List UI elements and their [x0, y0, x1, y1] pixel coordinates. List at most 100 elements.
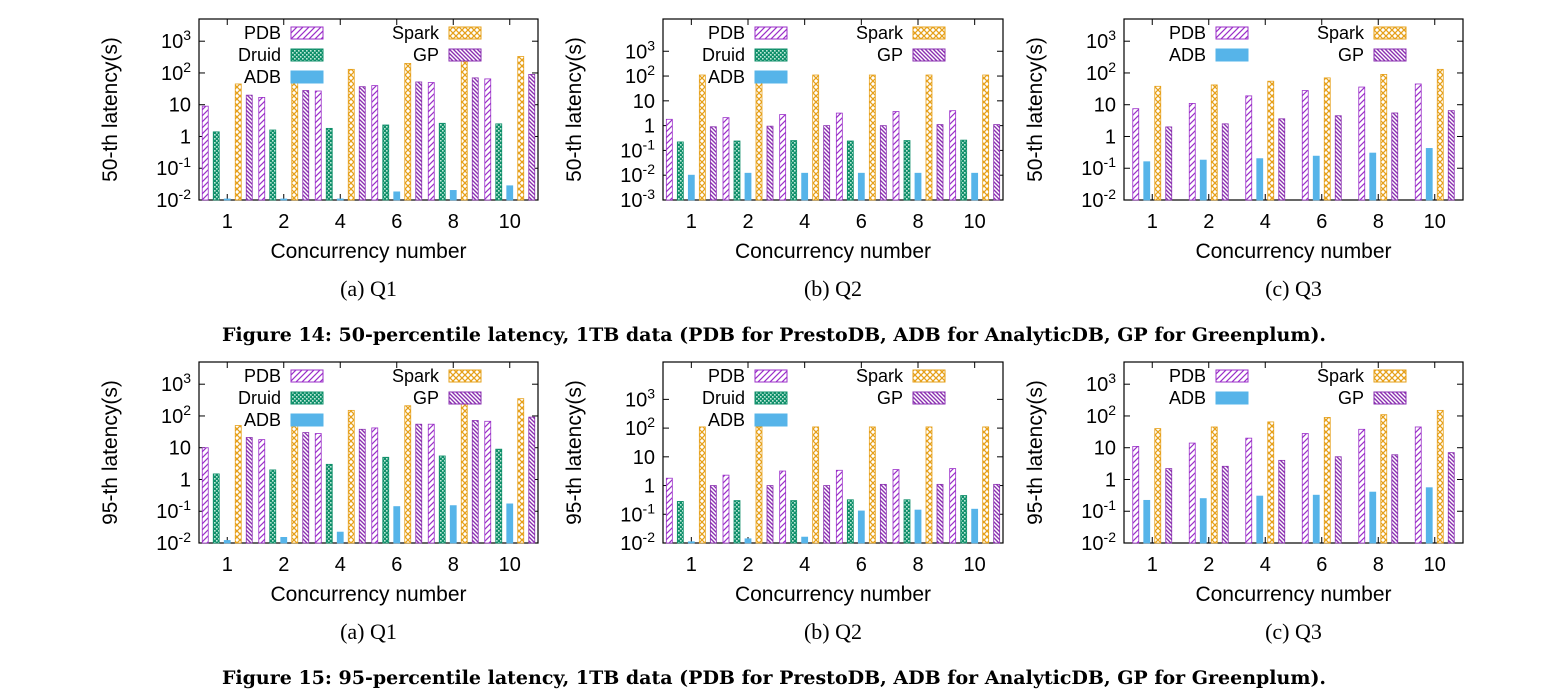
plot-frame	[1123, 18, 1464, 201]
figure-15-caption: Figure 15: 95-percentile latency, 1TB da…	[222, 667, 1326, 689]
bar-pdb	[371, 85, 379, 201]
bar-pdb	[665, 477, 673, 544]
bar-gp	[993, 483, 1001, 544]
legend-swatch-spark	[1373, 369, 1407, 383]
bar-druid	[846, 140, 854, 201]
bar-adb	[744, 172, 752, 201]
x-tick-label: 1	[1147, 211, 1158, 233]
y-tick-label: 10	[1094, 438, 1116, 460]
bar-spark	[517, 56, 525, 201]
x-axis-title: Concurrency number	[1195, 583, 1391, 606]
plot-frame	[198, 361, 539, 544]
legend-label-gp: GP	[1338, 45, 1364, 65]
y-tick-label: 103	[161, 27, 191, 53]
bar-druid	[382, 124, 390, 201]
legend-swatch-pdb	[290, 369, 324, 383]
y-tick-label: 1	[1105, 469, 1116, 491]
y-tick-label: 10-3	[620, 186, 655, 212]
bar-adb	[336, 531, 344, 544]
legend-label-druid: Druid	[702, 388, 745, 408]
bar-adb	[280, 198, 288, 201]
bar-pdb	[258, 439, 266, 544]
subfigure-caption: (a) Q1	[340, 276, 397, 301]
bar-druid	[325, 127, 333, 201]
x-tick-label: 10	[1424, 211, 1446, 233]
bar-adb	[971, 508, 979, 544]
y-axis-title: 50-th latency(s)	[1024, 37, 1047, 182]
x-tick-label: 1	[686, 554, 697, 576]
x-tick-label: 4	[799, 554, 810, 576]
legend-label-pdb: PDB	[244, 23, 281, 43]
legend-swatch-pdb	[754, 369, 788, 383]
plot-frame	[662, 361, 1004, 544]
legend-label-pdb: PDB	[708, 366, 745, 386]
bar-spark	[812, 426, 820, 544]
bar-pdb	[949, 110, 957, 201]
bar-druid	[212, 131, 220, 201]
y-tick-label: 10-1	[156, 497, 191, 523]
bar-spark	[291, 418, 299, 544]
legend-label-adb: ADB	[708, 410, 745, 430]
bar-adb	[393, 506, 401, 544]
x-tick-label: 6	[1316, 211, 1327, 233]
x-tick-label: 1	[222, 211, 233, 233]
x-tick-label: 8	[1373, 554, 1384, 576]
bar-pdb	[1301, 433, 1309, 544]
bar-spark	[925, 426, 933, 544]
bar-gp	[1391, 454, 1399, 544]
x-tick-label: 1	[1147, 554, 1158, 576]
legend-label-adb: ADB	[244, 67, 281, 87]
x-tick-label: 10	[964, 211, 986, 233]
bar-adb	[1369, 152, 1377, 201]
bar-spark	[1380, 414, 1388, 544]
legend-swatch-gp	[448, 391, 482, 405]
y-tick-label: 10-1	[620, 500, 655, 526]
bar-gp	[471, 77, 479, 201]
bar-druid	[790, 500, 798, 544]
bar-adb	[971, 172, 979, 201]
y-tick-label: 1	[180, 469, 191, 491]
bar-gp	[709, 485, 717, 544]
x-tick-label: 8	[448, 554, 459, 576]
bar-gp	[1447, 452, 1455, 544]
legend-label-adb: ADB	[1169, 45, 1206, 65]
bar-spark	[460, 401, 468, 544]
x-tick-label: 8	[912, 211, 923, 233]
bar-spark	[234, 83, 242, 201]
bar-pdb	[484, 78, 492, 201]
bar-spark	[1267, 80, 1275, 201]
bar-adb	[393, 191, 401, 201]
x-tick-label: 2	[1203, 554, 1214, 576]
bar-druid	[676, 501, 684, 544]
legend-label-spark: Spark	[1317, 366, 1365, 386]
legend-label-pdb: PDB	[1169, 23, 1206, 43]
bar-gp	[415, 81, 423, 201]
legend-swatch-pdb	[1215, 369, 1249, 383]
bar-adb	[801, 172, 809, 201]
bar-spark	[517, 398, 525, 544]
x-tick-label: 4	[799, 211, 810, 233]
bar-gp	[1391, 112, 1399, 201]
y-axis-title: 50-th latency(s)	[563, 37, 586, 182]
legend-label-druid: Druid	[238, 45, 281, 65]
legend-swatch-adb	[754, 70, 788, 84]
bar-gp	[766, 485, 774, 544]
legend-label-spark: Spark	[392, 366, 440, 386]
bar-adb	[449, 505, 457, 544]
bar-adb	[801, 536, 809, 544]
bar-druid	[269, 469, 277, 544]
bar-gp	[528, 416, 536, 544]
bar-gp	[823, 485, 831, 544]
y-axis-title: 95-th latency(s)	[99, 380, 122, 525]
bar-gp	[471, 420, 479, 544]
bar-spark	[1154, 428, 1162, 544]
bar-spark	[1436, 68, 1444, 201]
bar-adb	[1369, 491, 1377, 544]
bar-pdb	[1188, 442, 1196, 544]
bar-druid	[733, 140, 741, 201]
x-tick-label: 8	[1373, 211, 1384, 233]
x-axis-title: Concurrency number	[735, 240, 931, 263]
bar-druid	[212, 473, 220, 544]
